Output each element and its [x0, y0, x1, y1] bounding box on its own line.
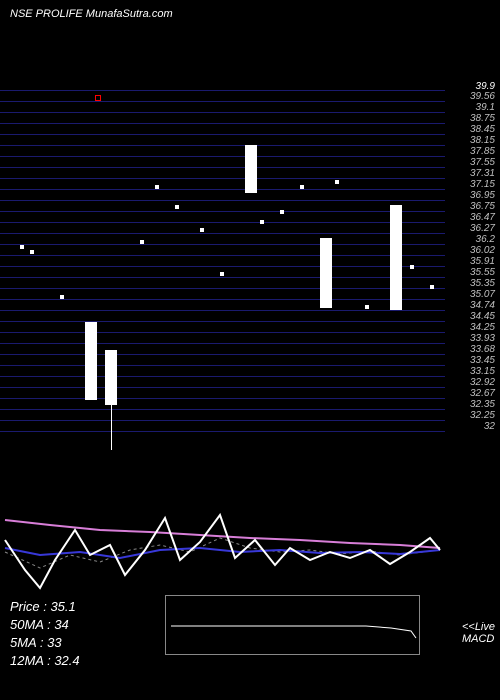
- candle: [20, 245, 24, 249]
- live-label: <<Live: [462, 621, 495, 633]
- price-axis-label: 33.68: [470, 345, 495, 355]
- price-axis-label: 35.35: [470, 279, 495, 289]
- gridline: [0, 431, 445, 432]
- candle: [365, 305, 369, 309]
- candle: [280, 210, 284, 214]
- gridline: [0, 321, 445, 322]
- candle: [245, 145, 257, 193]
- macd-panel: [165, 595, 420, 655]
- price-axis-label: 34.74: [470, 301, 495, 311]
- price-axis-label: 36.27: [470, 224, 495, 234]
- ma5-stat: 5MA : 33: [10, 634, 80, 652]
- price-axis-label: 37.85: [470, 147, 495, 157]
- gridline: [0, 222, 445, 223]
- price-chart: [0, 90, 445, 470]
- gridline: [0, 409, 445, 410]
- candle: [30, 250, 34, 254]
- gridline: [0, 376, 445, 377]
- candle: [320, 238, 332, 308]
- price-axis-label: 34.25: [470, 323, 495, 333]
- gridline: [0, 134, 445, 135]
- price-axis-label: 35.07: [470, 290, 495, 300]
- candle: [140, 240, 144, 244]
- ma12-stat: 12MA : 32.4: [10, 652, 80, 670]
- indicator-svg: [0, 500, 445, 600]
- indicator-chart: [0, 500, 445, 600]
- candle: [390, 205, 402, 310]
- gridline: [0, 387, 445, 388]
- gridline: [0, 112, 445, 113]
- price-axis-label: 36.2: [476, 235, 495, 245]
- gridline: [0, 277, 445, 278]
- candle: [155, 185, 159, 189]
- gridline: [0, 244, 445, 245]
- gridline: [0, 123, 445, 124]
- candle: [175, 205, 179, 209]
- gridline: [0, 310, 445, 311]
- candle: [260, 220, 264, 224]
- price-axis-label: 36.02: [470, 246, 495, 256]
- gridline: [0, 178, 445, 179]
- macd-svg: [166, 596, 421, 656]
- price-axis-label: 36.95: [470, 191, 495, 201]
- gridline: [0, 211, 445, 212]
- price-axis-label: 39.1: [476, 103, 495, 113]
- price-axis-label: 37.15: [470, 180, 495, 190]
- price-axis-label: 37.55: [470, 158, 495, 168]
- price-axis-label: 32.67: [470, 389, 495, 399]
- ma50-stat: 50MA : 34: [10, 616, 80, 634]
- candle: [85, 322, 97, 400]
- price-axis-label: 32.25: [470, 411, 495, 421]
- price-stat: Price : 35.1: [10, 598, 80, 616]
- macd-line: [171, 626, 416, 638]
- price-axis-label: 32.35: [470, 400, 495, 410]
- price-axis-label: 37.31: [470, 169, 495, 179]
- candle: [220, 272, 224, 276]
- price-axis-label: 35.55: [470, 268, 495, 278]
- gridline: [0, 266, 445, 267]
- macd-label: <<Live MACD: [462, 621, 495, 645]
- gridline: [0, 189, 445, 190]
- gridline: [0, 398, 445, 399]
- price-axis-label: 33.93: [470, 334, 495, 344]
- chart-header: NSE PROLIFE MunafaSutra.com: [10, 8, 173, 20]
- gridline: [0, 156, 445, 157]
- gridline: [0, 200, 445, 201]
- candle: [200, 228, 204, 232]
- price-axis-label: 32: [484, 422, 495, 432]
- candle-wick: [111, 370, 112, 450]
- candle: [60, 295, 64, 299]
- gridline: [0, 354, 445, 355]
- gridline: [0, 343, 445, 344]
- price-axis-label: 35.91: [470, 257, 495, 267]
- price-axis-label: 36.75: [470, 202, 495, 212]
- price-axis-label: 36.47: [470, 213, 495, 223]
- price-axis-label: 39.56: [470, 92, 495, 102]
- price-axis-label: 33.45: [470, 356, 495, 366]
- macd-text: MACD: [462, 633, 494, 645]
- gridline: [0, 145, 445, 146]
- candle: [335, 180, 339, 184]
- price-axis-label: 38.15: [470, 136, 495, 146]
- candle: [430, 285, 434, 289]
- price-axis-label: 32.92: [470, 378, 495, 388]
- price-axis-label: 33.15: [470, 367, 495, 377]
- gridline: [0, 420, 445, 421]
- gridline: [0, 167, 445, 168]
- price-axis-label: 34.45: [470, 312, 495, 322]
- stats-panel: Price : 35.1 50MA : 34 5MA : 33 12MA : 3…: [10, 598, 80, 670]
- gridline: [0, 299, 445, 300]
- gridline: [0, 101, 445, 102]
- gridline: [0, 332, 445, 333]
- gridline: [0, 365, 445, 366]
- gridline: [0, 255, 445, 256]
- gridline: [0, 233, 445, 234]
- gridline: [0, 288, 445, 289]
- candle: [410, 265, 414, 269]
- gridline: [0, 90, 445, 91]
- price-axis-label: 38.45: [470, 125, 495, 135]
- candle: [95, 95, 101, 101]
- price-axis-label: 38.75: [470, 114, 495, 124]
- candle: [300, 185, 304, 189]
